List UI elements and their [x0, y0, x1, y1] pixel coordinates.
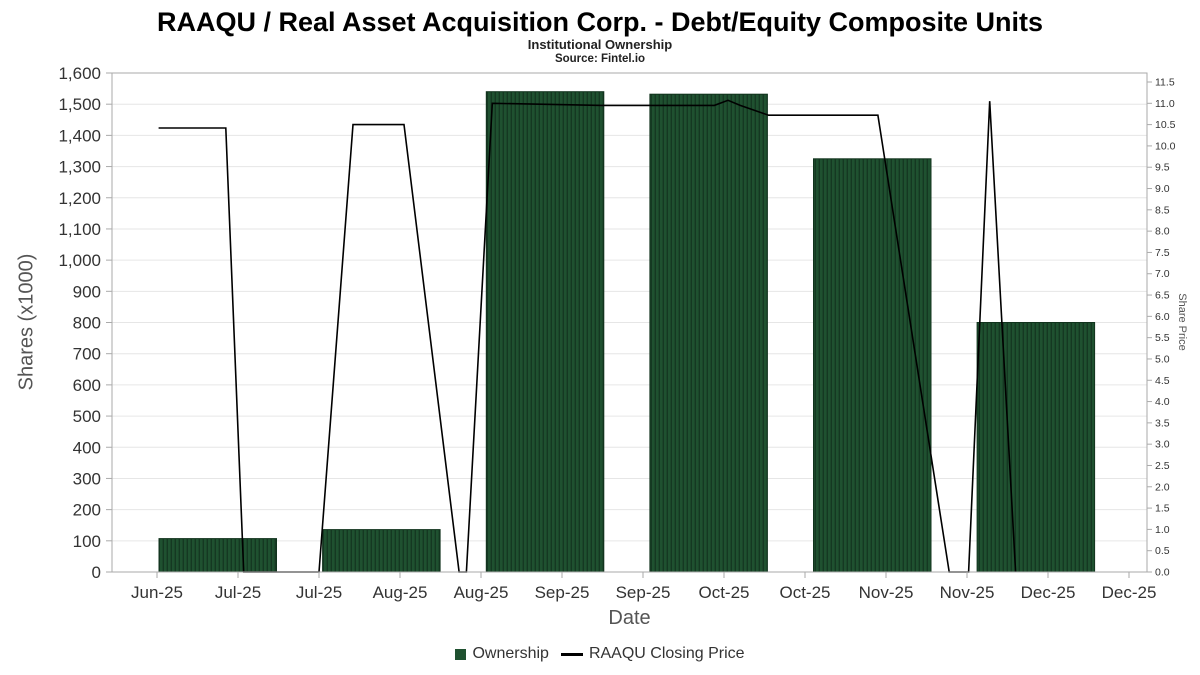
left-axis-tick-label: 0	[92, 563, 101, 582]
right-axis-tick-label: 10.0	[1155, 140, 1176, 152]
left-axis-tick-label: 1,500	[58, 95, 101, 114]
x-axis-tick-label: Jul-25	[296, 583, 342, 602]
right-axis-tick-label: 7.5	[1155, 247, 1170, 259]
x-axis-tick-label: Aug-25	[454, 583, 509, 602]
right-axis-tick-label: 4.0	[1155, 396, 1170, 408]
left-axis-tick-label: 700	[73, 345, 101, 364]
right-axis-tick-label: 9.0	[1155, 183, 1170, 195]
ownership-bar[interactable]	[322, 529, 441, 573]
right-axis-tick-label: 8.5	[1155, 204, 1170, 216]
right-axis-tick-label: 5.0	[1155, 353, 1170, 365]
right-axis-tick-label: 11.0	[1155, 98, 1175, 110]
legend-ownership-label: Ownership	[472, 645, 549, 662]
right-axis-tick-label: 5.5	[1155, 332, 1170, 344]
left-axis-tick-label: 1,100	[58, 220, 101, 239]
left-axis-tick-label: 500	[73, 407, 101, 426]
right-axis-tick-label: 2.0	[1155, 481, 1170, 493]
x-axis-title: Date	[608, 607, 651, 629]
chart-subtitle: Institutional Ownership	[527, 37, 673, 52]
chart-title: RAAQU / Real Asset Acquisition Corp. - D…	[156, 7, 1044, 37]
x-axis-tick-label: Aug-25	[373, 583, 428, 602]
left-axis-tick-label: 100	[73, 532, 101, 551]
x-axis-tick-label: Nov-25	[940, 583, 995, 602]
price-line-swatch-icon	[560, 652, 583, 656]
right-axis-tick-label: 0.5	[1155, 545, 1170, 557]
right-axis-tick-label: 4.5	[1155, 375, 1170, 387]
ownership-bar[interactable]	[649, 93, 768, 573]
right-axis-tick-label: 7.0	[1155, 268, 1170, 280]
right-axis-tick-label: 11.5	[1155, 77, 1175, 89]
ownership-bar[interactable]	[158, 538, 277, 573]
right-axis-tick-label: 10.5	[1155, 119, 1176, 131]
x-axis-tick-label: Dec-25	[1102, 583, 1157, 602]
right-axis-tick-label: 3.5	[1155, 417, 1170, 429]
legend-item-ownership[interactable]: Ownership	[455, 645, 549, 663]
right-axis-tick-label: 6.0	[1155, 311, 1170, 323]
right-axis-tick-label: 8.0	[1155, 226, 1170, 238]
x-axis-tick-label: Oct-25	[698, 583, 749, 602]
x-axis-tick-label: Nov-25	[859, 583, 914, 602]
right-axis-tick-label: 1.0	[1155, 524, 1170, 536]
left-axis-tick-label: 200	[73, 501, 101, 520]
x-axis-tick-label: Sep-25	[616, 583, 671, 602]
legend-price-label: RAAQU Closing Price	[588, 645, 745, 662]
chart-source-label: Source: Fintel.io	[554, 53, 646, 65]
left-axis-tick-label: 400	[73, 438, 101, 457]
right-axis-tick-label: 0.0	[1155, 567, 1170, 579]
left-axis-tick-label: 1,400	[58, 126, 101, 145]
right-axis-tick-label: 2.5	[1155, 460, 1170, 472]
left-axis-tick-label: 900	[73, 282, 101, 301]
left-axis-tick-label: 600	[73, 376, 101, 395]
left-axis-tick-label: 1,300	[58, 158, 101, 177]
left-axis-tick-label: 300	[73, 469, 101, 488]
x-axis-tick-label: Jul-25	[215, 583, 261, 602]
left-axis-tick-label: 1,200	[58, 189, 101, 208]
legend-item-price[interactable]: RAAQU Closing Price	[560, 645, 745, 663]
ownership-swatch-icon	[455, 648, 467, 660]
ownership-bar[interactable]	[976, 322, 1096, 573]
left-axis-tick-label: 1,600	[58, 64, 101, 83]
right-axis-tick-label: 6.5	[1155, 290, 1170, 302]
x-axis-tick-label: Jun-25	[131, 583, 183, 602]
x-axis-tick-label: Dec-25	[1021, 583, 1076, 602]
ownership-bar[interactable]	[813, 158, 932, 573]
left-axis-tick-label: 800	[73, 314, 101, 333]
ownership-bar[interactable]	[485, 91, 605, 573]
x-axis-tick-label: Sep-25	[535, 583, 590, 602]
left-axis-tick-label: 1,000	[58, 251, 101, 270]
right-axis-tick-label: 9.5	[1155, 162, 1170, 174]
right-axis-tick-label: 1.5	[1155, 503, 1170, 515]
right-axis-tick-label: 3.0	[1155, 439, 1170, 451]
x-axis-tick-label: Oct-25	[779, 583, 830, 602]
legend: Ownership RAAQU Closing Price	[0, 645, 1200, 663]
